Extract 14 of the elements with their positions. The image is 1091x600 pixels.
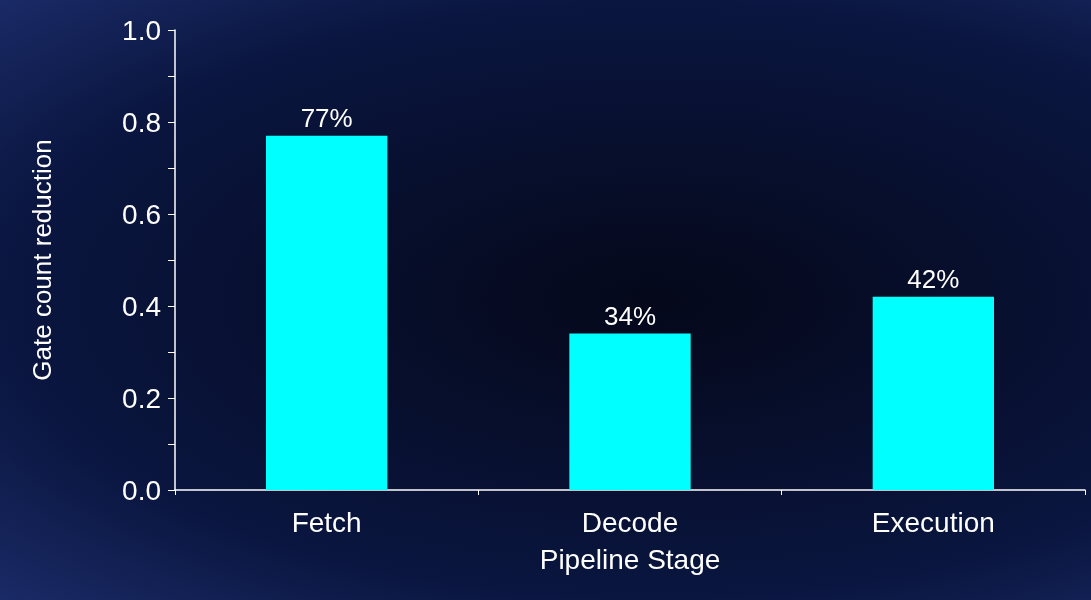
y-axis-title: Gate count reduction	[27, 139, 57, 381]
y-tick-label: 0.4	[122, 290, 161, 322]
y-tick-label: 0.2	[122, 382, 161, 414]
x-tick-label: Decode	[581, 506, 679, 538]
y-tick-label: 0.6	[122, 198, 161, 230]
y-tick-label: 0.0	[122, 474, 161, 506]
x-tick-label: Fetch	[291, 506, 362, 538]
data-label: 34%	[603, 300, 657, 331]
x-tick-label: Execution	[871, 506, 995, 538]
data-label: 42%	[907, 263, 960, 294]
x-axis-title: Pipeline Stage	[539, 543, 721, 575]
data-label: 77%	[300, 102, 353, 133]
y-tick-label: 1.0	[122, 14, 161, 46]
y-tick-label: 0.8	[122, 106, 161, 138]
